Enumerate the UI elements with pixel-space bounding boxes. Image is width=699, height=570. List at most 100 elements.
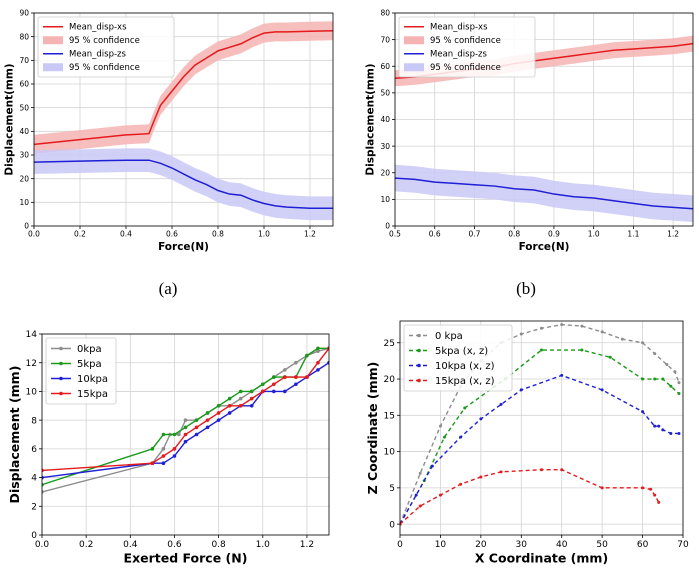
x-tick-label: 0.8 bbox=[211, 540, 226, 550]
x-tick-label: 1.0 bbox=[258, 230, 270, 239]
data-point-blue bbox=[183, 439, 188, 444]
x-tick-label: 0.2 bbox=[79, 540, 93, 550]
axes-frame bbox=[33, 12, 334, 227]
chart-d-legend: 0 kpa 5kpa (x, z) 10kpa (x, z) 15kpa (x, z) bbox=[403, 324, 513, 392]
data-point-gray bbox=[294, 360, 298, 365]
data-point-green bbox=[172, 432, 177, 437]
data-point-green bbox=[150, 447, 155, 451]
data-point-blue bbox=[294, 382, 298, 387]
legend-swatch-marker bbox=[417, 378, 421, 383]
legend-entry-label: 15kpa (x, z) bbox=[435, 376, 495, 387]
confidence-band-blue bbox=[34, 148, 333, 221]
x-tick-label: 1.2 bbox=[300, 540, 314, 550]
legend-entry-label: 5kpa bbox=[77, 359, 102, 370]
x-tick-label: 0.0 bbox=[28, 230, 40, 239]
y-tick-label: 20 bbox=[19, 174, 29, 183]
data-point-red bbox=[560, 468, 564, 472]
data-point-green bbox=[463, 406, 467, 410]
data-point-blue bbox=[669, 431, 673, 435]
data-point-blue bbox=[661, 428, 665, 432]
data-point-red bbox=[294, 375, 298, 379]
x-tick-label: 20 bbox=[475, 540, 487, 550]
x-tick-label: 0.8 bbox=[508, 230, 520, 239]
data-point-blue bbox=[327, 360, 329, 365]
data-point-green bbox=[677, 392, 681, 396]
caption-b: (b) bbox=[516, 279, 536, 298]
data-point-blue bbox=[657, 424, 661, 428]
y-tick-label: 4 bbox=[31, 474, 37, 484]
data-point-gray bbox=[653, 352, 657, 356]
y-tick-label: 20 bbox=[384, 375, 396, 385]
data-point-red bbox=[540, 468, 543, 472]
data-point-red bbox=[205, 418, 210, 422]
data-point-green bbox=[272, 375, 276, 379]
data-point-red bbox=[42, 468, 44, 473]
x-tick-label: 1.2 bbox=[304, 230, 316, 239]
y-tick-label: 40 bbox=[380, 115, 390, 124]
data-point-blue bbox=[227, 411, 232, 415]
data-point-gray bbox=[620, 337, 624, 341]
data-point-blue bbox=[560, 373, 564, 377]
data-point-gray bbox=[183, 418, 188, 422]
legend-entry-label: 15kpa bbox=[77, 389, 108, 400]
legend-swatch-marker bbox=[59, 376, 63, 381]
data-point-red bbox=[499, 470, 503, 474]
x-tick-label: 0.4 bbox=[123, 540, 138, 550]
chart-a-legend: Mean_disp-xs 95 % confidence Mean_disp-zs 9… bbox=[37, 16, 175, 78]
legend-swatch-band bbox=[404, 63, 424, 72]
data-point-gray bbox=[580, 324, 584, 328]
data-point-gray bbox=[161, 447, 166, 451]
data-point-gray bbox=[418, 471, 422, 475]
y-tick-label: 80 bbox=[19, 32, 29, 41]
data-point-blue bbox=[316, 368, 320, 372]
x-tick-label: 1.0 bbox=[256, 540, 271, 550]
data-point-blue bbox=[519, 388, 523, 392]
y-tick-label: 40 bbox=[19, 127, 29, 136]
data-point-red bbox=[150, 461, 155, 466]
x-axis-label: X Coordinate (mm) bbox=[475, 551, 608, 566]
data-point-red bbox=[649, 487, 653, 491]
series-line-blue bbox=[395, 177, 693, 210]
legend-box bbox=[403, 324, 513, 392]
data-point-red bbox=[653, 493, 657, 497]
legend-box bbox=[37, 16, 175, 78]
y-axis-label: Displacement(mm) bbox=[4, 63, 16, 175]
data-point-green bbox=[216, 403, 221, 408]
x-tick-label: 0 bbox=[397, 540, 403, 550]
data-point-gray bbox=[438, 424, 442, 428]
axes-frame bbox=[394, 12, 694, 227]
series-line-red bbox=[400, 469, 660, 525]
legend-swatch-marker bbox=[417, 348, 421, 353]
legend-entry-label: 10kpa (x, z) bbox=[435, 361, 495, 372]
legend-entry-label: 95 % confidence bbox=[69, 63, 140, 73]
y-axis-label: Displacement (mm) bbox=[7, 366, 22, 504]
legend-entry-label: Mean_disp-zs bbox=[69, 50, 127, 60]
data-point-gray bbox=[42, 490, 44, 494]
y-tick-label: 60 bbox=[19, 80, 29, 89]
x-tick-label: 50 bbox=[596, 540, 608, 550]
data-point-blue bbox=[194, 432, 199, 437]
y-tick-label: 70 bbox=[380, 35, 390, 44]
y-tick-label: 30 bbox=[380, 142, 390, 151]
data-point-gray bbox=[316, 349, 320, 354]
data-point-green bbox=[316, 346, 320, 351]
x-axis-label: Exerted Force (N) bbox=[124, 551, 248, 566]
series-line-blue bbox=[42, 362, 329, 479]
legend-swatch-marker bbox=[59, 346, 63, 351]
x-tick-label: 30 bbox=[516, 540, 528, 550]
legend-entry-label: Mean_disp-zs bbox=[430, 50, 488, 60]
y-tick-label: 90 bbox=[19, 9, 29, 18]
legend-entry-label: 95 % confidence bbox=[430, 63, 501, 73]
data-point-green bbox=[641, 377, 645, 381]
data-point-blue bbox=[249, 403, 254, 408]
data-point-blue bbox=[641, 410, 645, 414]
legend-entry-label: 10kpa bbox=[77, 374, 108, 385]
data-point-red bbox=[272, 382, 276, 387]
legend-entry-label: 95 % confidence bbox=[430, 36, 501, 46]
x-tick-label: 0.5 bbox=[389, 230, 401, 239]
axes-frame bbox=[399, 320, 684, 536]
legend-swatch-marker bbox=[59, 391, 63, 396]
y-tick-label: 10 bbox=[19, 198, 29, 207]
x-tick-label: 0.6 bbox=[167, 540, 182, 550]
data-point-red bbox=[227, 403, 232, 408]
